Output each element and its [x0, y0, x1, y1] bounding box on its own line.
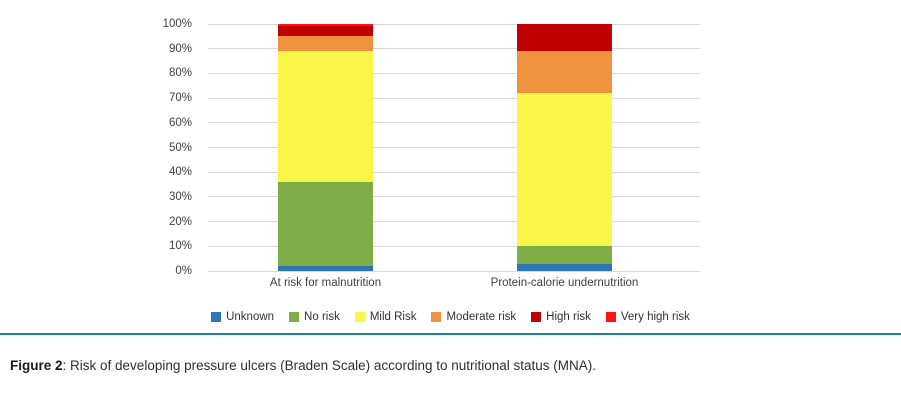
y-tick-label: 40%	[168, 166, 192, 179]
y-tick-label: 0%	[175, 265, 192, 277]
bar-segment	[278, 26, 373, 37]
y-tick-label: 10%	[168, 240, 192, 253]
bar-segment	[278, 182, 373, 267]
bar-segment	[278, 266, 373, 271]
x-category-label: At risk for malnutrition	[269, 277, 382, 289]
gridline	[208, 23, 700, 25]
legend-label: High risk	[546, 311, 591, 323]
bar-segment	[278, 51, 373, 183]
legend-item: Moderate risk	[431, 311, 516, 323]
legend-color-swatch	[531, 312, 542, 322]
y-tick-label: 70%	[168, 92, 192, 105]
bar-segment	[517, 93, 612, 247]
gridline	[208, 122, 700, 124]
legend-label: Mild Risk	[369, 311, 417, 323]
bar-segment	[278, 36, 373, 52]
legend-item: No risk	[289, 311, 340, 323]
gridline	[208, 72, 700, 74]
legend-item: High risk	[531, 311, 591, 323]
legend-label: Unknown	[226, 311, 275, 323]
legend-label: No risk	[304, 311, 340, 323]
figure-caption-text: Risk of developing pressure ulcers (Brad…	[70, 358, 597, 373]
gridline	[208, 245, 700, 247]
y-tick-label: 90%	[168, 42, 192, 55]
y-tick-label: 20%	[168, 215, 192, 228]
chart-legend: Unknown No risk Mild Risk Moderate risk High…	[0, 311, 901, 323]
y-tick-label: 30%	[168, 190, 192, 203]
gridline	[208, 97, 700, 99]
stacked-bar	[278, 24, 373, 271]
legend-label: Very high risk	[620, 311, 690, 323]
gridline	[208, 48, 700, 50]
legend-color-swatch	[431, 312, 442, 322]
legend-item: Mild Risk	[354, 311, 417, 323]
gridline	[208, 147, 700, 148]
bar-segment	[517, 24, 612, 52]
divider-line	[0, 333, 901, 335]
x-category-label: Protein-calorie undernutrition	[490, 277, 639, 289]
gridline	[208, 270, 700, 272]
legend-color-swatch	[354, 312, 365, 322]
bar-segment	[278, 24, 373, 27]
bar-segment	[517, 263, 612, 271]
x-axis: At risk for malnutrition Protein-calorie …	[208, 277, 700, 293]
bar-segment	[517, 51, 612, 94]
y-tick-label: 60%	[168, 116, 192, 129]
bar-segment	[517, 246, 612, 264]
figure-caption-label: Figure 2	[10, 358, 63, 373]
stacked-bar	[517, 24, 612, 271]
legend-color-swatch	[605, 312, 616, 322]
y-tick-label: 80%	[168, 67, 192, 80]
legend-color-swatch	[289, 312, 300, 322]
plot-area	[208, 23, 700, 272]
y-tick-label: 100%	[162, 18, 192, 30]
legend-color-swatch	[211, 312, 222, 322]
figure-caption: Figure 2: Risk of developing pressure ul…	[10, 358, 890, 373]
y-tick-label: 50%	[168, 141, 192, 154]
stacked-bar-chart: 0% 10% 20% 30% 40% 50% 60% 70% 80% 90% 100% At ris…	[0, 18, 901, 323]
figure-caption-separator: :	[62, 358, 71, 373]
y-axis: 0% 10% 20% 30% 40% 50% 60% 70% 80% 90% 100%	[148, 18, 198, 277]
legend-item: Unknown	[211, 311, 274, 323]
legend-label: Moderate risk	[446, 311, 517, 323]
gridline	[208, 171, 700, 173]
legend-item: Very high risk	[605, 311, 690, 323]
gridline	[208, 196, 700, 198]
gridline	[208, 221, 700, 223]
